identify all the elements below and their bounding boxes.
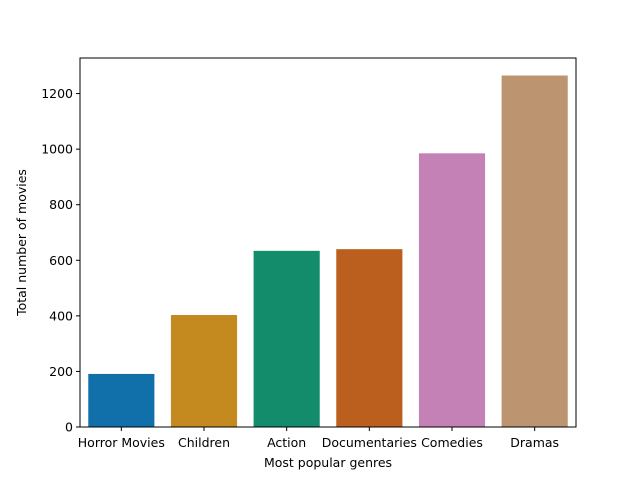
bar-children — [170, 315, 238, 427]
bar-documentaries — [336, 249, 403, 427]
y-tick-label: 200 — [49, 364, 73, 379]
bar-horror-movies — [88, 373, 155, 427]
x-tick-label: Action — [267, 435, 306, 450]
y-axis-label: Total number of movies — [14, 169, 29, 317]
y-tick-label: 0 — [65, 420, 73, 435]
x-tick-label: Documentaries — [322, 435, 417, 450]
y-tick-label: 600 — [49, 253, 73, 268]
x-axis-label: Most popular genres — [264, 455, 392, 470]
plot-frame — [79, 57, 577, 428]
y-tick-label: 400 — [49, 308, 73, 323]
bar-action — [253, 250, 320, 427]
bar-dramas — [501, 75, 568, 427]
y-tick-label: 1000 — [41, 142, 73, 157]
x-tick-label: Dramas — [510, 435, 559, 450]
x-tick-label: Horror Movies — [78, 435, 165, 450]
x-tick-label: Comedies — [421, 435, 483, 450]
y-axis: 0 200 400 600 800 1000 1200 — [41, 86, 80, 435]
y-tick-label: 1200 — [41, 86, 73, 101]
x-tick-label: Children — [178, 435, 230, 450]
y-tick-label: 800 — [49, 197, 73, 212]
bar-comedies — [418, 153, 486, 428]
bars-group — [88, 75, 568, 428]
x-axis: Horror Movies Children Action Documentaries… — [78, 427, 559, 450]
